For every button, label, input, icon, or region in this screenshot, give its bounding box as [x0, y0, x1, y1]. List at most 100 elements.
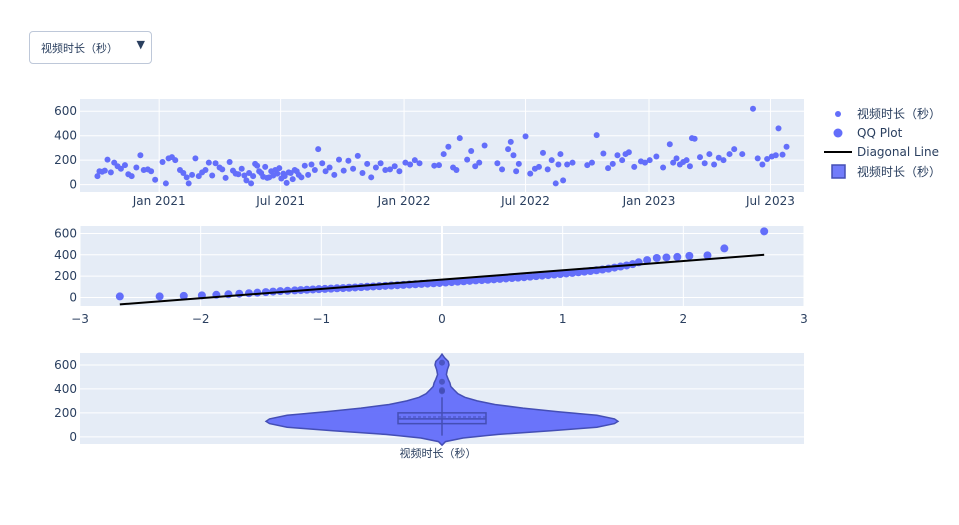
x-ticks-qq: −3 −2 −1 0 1 2 3	[71, 312, 808, 326]
qq-point	[544, 271, 553, 280]
qq-point	[489, 275, 498, 284]
qq-point	[526, 272, 535, 281]
scatter-point	[673, 155, 680, 162]
x-ticks-time: Jan 2021 Jul 2021 Jan 2022 Jul 2022 Jan 2023…	[132, 194, 795, 208]
scatter-point	[133, 164, 140, 171]
scatter-point	[185, 180, 192, 187]
scatter-point	[683, 157, 690, 164]
y-tick-label: 0	[69, 178, 77, 192]
violin-outlier	[439, 387, 445, 394]
scatter-point	[564, 161, 571, 168]
scatter-point	[686, 163, 693, 170]
violin-category-label: 视频时长（秒）	[400, 446, 477, 460]
scatter-point	[104, 156, 111, 163]
scatter-point	[319, 160, 326, 167]
scatter-point	[701, 160, 708, 167]
legend-symbol-small-dot	[835, 111, 841, 117]
scatter-point	[609, 160, 616, 167]
y-ticks-time: 0 200 400 600	[54, 104, 77, 191]
scatter-point	[764, 155, 771, 162]
scatter-point	[121, 162, 128, 169]
x-tick-label: Jan 2022	[377, 194, 431, 208]
scatter-point	[507, 138, 514, 145]
qq-point	[501, 274, 510, 283]
scatter-point	[731, 146, 738, 153]
scatter-point	[382, 166, 389, 173]
scatter-point	[666, 141, 673, 148]
scatter-point	[250, 173, 257, 180]
scatter-point	[209, 172, 216, 179]
legend-item-qq[interactable]: QQ Plot	[833, 126, 903, 140]
scatter-point	[535, 163, 542, 170]
x-tick-label: 0	[438, 312, 446, 326]
scatter-point	[315, 146, 322, 153]
qq-point	[507, 274, 516, 283]
x-tick-label: −2	[192, 312, 210, 326]
scatter-point	[783, 143, 790, 150]
scatter-point	[226, 159, 233, 166]
x-tick-label: Jan 2023	[622, 194, 676, 208]
qq-point	[235, 289, 244, 298]
qq-point	[538, 271, 547, 280]
x-tick-label: Jul 2022	[500, 194, 550, 208]
scatter-point	[759, 161, 766, 168]
legend-item-violin[interactable]: 视频时长（秒）	[831, 164, 941, 179]
scatter-point	[468, 148, 475, 155]
qq-point	[447, 278, 456, 287]
qq-plot-panel: −3 −2 −1 0 1 2 3 0 200 400 600	[54, 226, 808, 326]
scatter-point	[137, 152, 144, 159]
legend-item-scatter[interactable]: 视频时长（秒）	[835, 106, 941, 121]
scatter-point	[359, 170, 366, 177]
violin-panel: 0 200 400 600 视频时长（秒）	[54, 352, 804, 460]
chevron-down-icon: ▼	[136, 38, 145, 51]
variable-dropdown[interactable]: 视频时长（秒） ▼	[29, 31, 152, 64]
x-tick-label: 3	[800, 312, 808, 326]
scatter-point	[402, 159, 409, 166]
qq-point	[435, 278, 444, 287]
qq-point	[568, 268, 577, 277]
scatter-point	[274, 170, 281, 177]
qq-point	[532, 272, 541, 281]
scatter-point	[505, 146, 512, 153]
scatter-point	[614, 152, 621, 159]
scatter-point	[555, 161, 562, 168]
scatter-point	[336, 156, 343, 163]
qq-point	[574, 268, 583, 277]
scatter-point	[305, 171, 312, 178]
scatter-point	[494, 160, 501, 167]
y-tick-label: 600	[54, 358, 77, 372]
qq-point	[495, 274, 504, 283]
legend-item-diagonal[interactable]: Diagonal Line	[824, 145, 939, 159]
scatter-point	[212, 160, 219, 167]
scatter-point	[510, 152, 517, 159]
scatter-point	[238, 165, 245, 172]
qq-point	[115, 292, 124, 301]
y-ticks-qq: 0 200 400 600	[54, 226, 77, 304]
scatter-point	[445, 143, 452, 150]
scatter-point	[625, 149, 632, 156]
y-tick-label: 400	[54, 382, 77, 396]
legend-label-diagonal: Diagonal Line	[857, 145, 939, 159]
scatter-point	[148, 168, 155, 175]
y-tick-label: 400	[54, 248, 77, 262]
scatter-point	[391, 163, 398, 170]
qq-point	[483, 275, 492, 284]
scatter-point	[726, 151, 733, 158]
scatter-point	[641, 159, 648, 166]
scatter-point	[94, 173, 101, 180]
scatter-point	[354, 152, 361, 159]
scatter-point	[386, 166, 393, 173]
scatter-point	[262, 163, 269, 170]
qq-point	[652, 254, 661, 262]
legend-label-scatter: 视频时长（秒）	[857, 106, 941, 121]
qq-point	[465, 276, 474, 285]
scatter-point	[152, 176, 159, 183]
scatter-point	[754, 155, 761, 162]
scatter-point	[453, 166, 460, 173]
scatter-point	[605, 165, 612, 172]
qq-point	[155, 292, 164, 301]
marks-qq	[115, 227, 769, 306]
qq-point	[556, 270, 565, 278]
qq-point	[459, 277, 468, 286]
legend-symbol-dot	[833, 128, 843, 138]
